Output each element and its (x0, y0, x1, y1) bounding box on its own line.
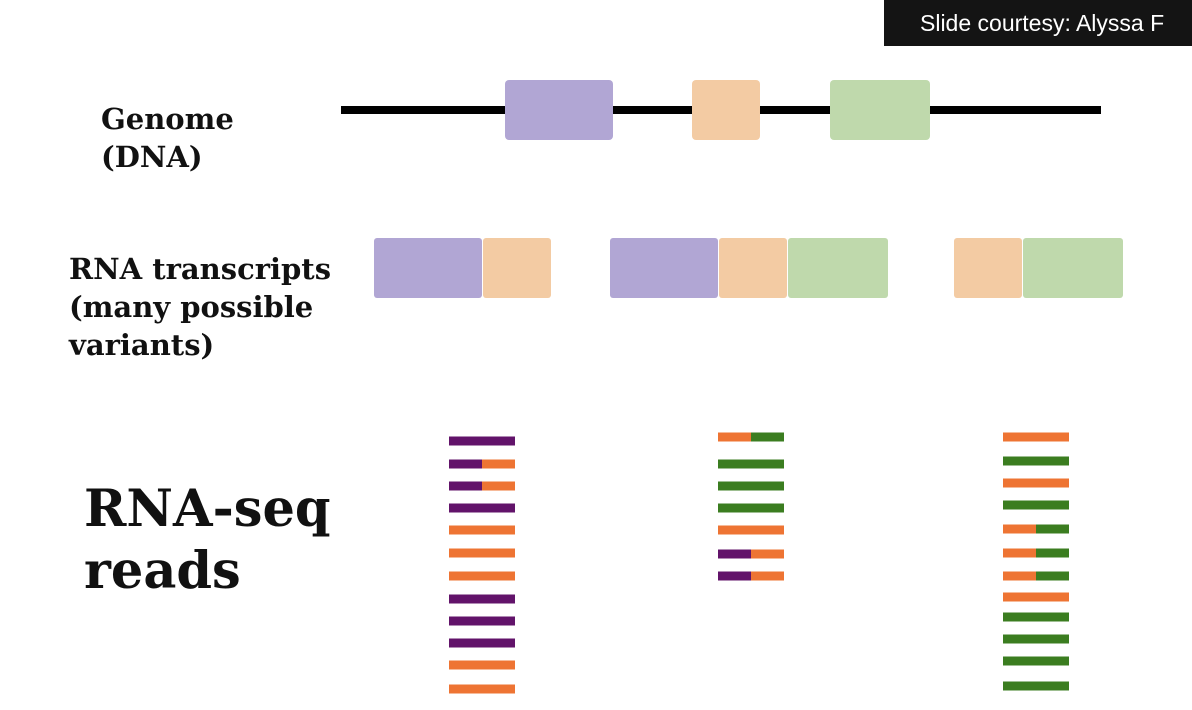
read-col3-1-orange (1003, 432, 1069, 442)
read-col2-1-orange-green-right (751, 432, 784, 442)
genome-exon-peach (692, 80, 760, 140)
read-col2-6-purple-orange-right (751, 549, 784, 559)
read-col1-9-purple (449, 616, 515, 626)
read-col1-6-orange (449, 548, 515, 558)
read-col2-5-orange (718, 525, 784, 535)
genome-label: Genome (DNA) (101, 102, 234, 174)
slide-courtesy-caption: Slide courtesy: Alyssa F (884, 0, 1192, 46)
transcript-3-exon-peach (954, 238, 1022, 298)
read-col2-7-purple-orange-right (751, 571, 784, 581)
read-col1-12-orange (449, 684, 515, 694)
read-col3-2-green (1003, 456, 1069, 466)
read-col2-7-purple-orange-left (718, 571, 751, 581)
read-col3-8-orange (1003, 592, 1069, 602)
read-col1-2-purple-orange-right (482, 459, 515, 469)
read-col2-4-green (718, 503, 784, 513)
read-col2-6-purple-orange-left (718, 549, 751, 559)
read-col3-7-orange-green-right (1036, 571, 1069, 581)
read-col1-1-purple (449, 436, 515, 446)
transcript-2-exon-purple (610, 238, 718, 298)
transcript-3-exon-green (1023, 238, 1123, 298)
genome-exons (505, 80, 930, 140)
transcript-1-exon-purple (374, 238, 482, 298)
read-col3-12-green (1003, 681, 1069, 691)
read-col3-5-orange-green-left (1003, 524, 1036, 534)
read-col1-3-purple-orange-right (482, 481, 515, 491)
read-col2-1-orange-green-left (718, 432, 751, 442)
read-col3-6-orange-green-right (1036, 548, 1069, 558)
read-col1-10-purple (449, 638, 515, 648)
transcript-1-exon-peach (483, 238, 551, 298)
rna-transcripts-label: RNA transcripts (many possible variants) (69, 252, 332, 362)
read-col1-11-orange (449, 660, 515, 670)
transcript-2-exon-peach (719, 238, 787, 298)
read-col3-10-green (1003, 634, 1069, 644)
read-col3-7-orange-green-left (1003, 571, 1036, 581)
rna-seq-reads-label: RNA-seq reads (84, 479, 331, 601)
read-col3-5-orange-green-right (1036, 524, 1069, 534)
read-col1-8-purple (449, 594, 515, 604)
read-col3-3-orange (1003, 478, 1069, 488)
read-col1-5-orange (449, 525, 515, 535)
genome-exon-green (830, 80, 930, 140)
rna-seq-reads (449, 432, 1069, 694)
read-col3-11-green (1003, 656, 1069, 666)
read-col3-9-green (1003, 612, 1069, 622)
rna-transcripts (374, 238, 1123, 298)
read-col3-4-green (1003, 500, 1069, 510)
read-col2-3-green (718, 481, 784, 491)
read-col3-6-orange-green-left (1003, 548, 1036, 558)
read-col1-3-purple-orange-left (449, 481, 482, 491)
read-col1-2-purple-orange-left (449, 459, 482, 469)
genome-exon-purple (505, 80, 613, 140)
read-col2-2-green (718, 459, 784, 469)
transcript-2-exon-green (788, 238, 888, 298)
read-col1-7-orange (449, 571, 515, 581)
read-col1-4-purple (449, 503, 515, 513)
